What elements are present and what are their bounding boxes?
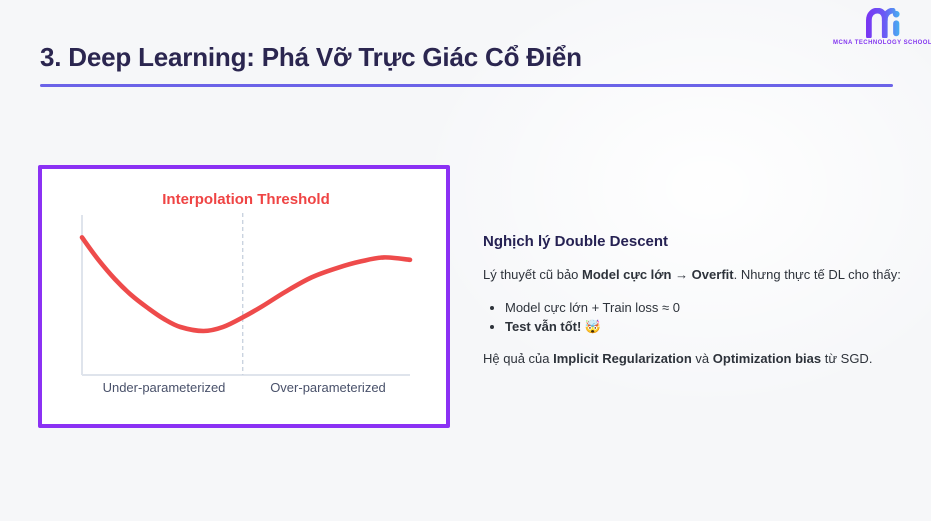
- figure-title: Interpolation Threshold: [162, 191, 330, 208]
- content-heading: Nghịch lý Double Descent: [483, 233, 669, 250]
- bullet-test-good: Test vẫn tốt! 🤯: [505, 317, 915, 337]
- title-underline: [40, 84, 893, 87]
- figure-plot: [79, 213, 413, 376]
- x-label-over-parameterized: Over-parameterized: [270, 380, 386, 395]
- double-descent-figure: Interpolation Threshold Under-parameteri…: [38, 165, 450, 428]
- logo-text: MCNA TECHNOLOGY SCHOOL: [833, 40, 931, 46]
- x-label-under-parameterized: Under-parameterized: [102, 380, 226, 395]
- paragraph-theory-bold: Model cực lớn → Overfit: [582, 266, 734, 282]
- paragraph-theory-pre: Lý thuyết cũ bảo: [483, 266, 583, 282]
- double-descent-curve: [79, 235, 413, 334]
- paragraph-theory-post: . Nhưng thực tế DL cho thấy:: [733, 266, 901, 282]
- paragraph-consequence-pre: Hệ quả của: [483, 351, 554, 367]
- content-block: Nghịch lý Double Descent Lý thuyết cũ bả…: [483, 231, 915, 369]
- paragraph-consequence-bold1: Implicit Regularization: [553, 351, 692, 367]
- bullet-train-loss: Model cực lớn + Train loss ≈ 0: [505, 298, 915, 318]
- paragraph-consequence: Hệ quả của Implicit Regularization và Op…: [483, 350, 915, 369]
- mcna-logo-icon: [865, 8, 900, 38]
- paragraph-consequence-post: từ SGD.: [821, 351, 873, 367]
- bullet-list: Model cực lớn + Train loss ≈ 0 Test vẫn …: [483, 298, 915, 338]
- page-title: 3. Deep Learning: Phá Vỡ Trực Giác Cổ Đi…: [40, 42, 582, 72]
- mcna-logo: MCNA TECHNOLOGY SCHOOL: [833, 8, 931, 46]
- paragraph-theory: Lý thuyết cũ bảo Model cực lớn → Overfit…: [483, 266, 915, 285]
- x-axis-labels: Under-parameterized Over-parameterized: [82, 380, 410, 395]
- paragraph-consequence-bold2: Optimization bias: [712, 351, 822, 367]
- paragraph-consequence-mid: và: [691, 351, 713, 367]
